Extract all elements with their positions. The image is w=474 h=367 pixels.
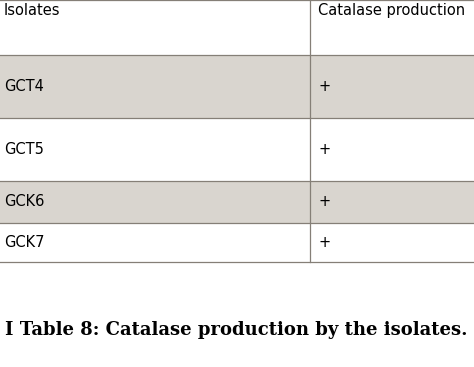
Text: +: + xyxy=(319,235,330,250)
Bar xyxy=(0,118,474,181)
Bar xyxy=(0,223,474,262)
Text: +: + xyxy=(319,79,330,94)
Text: Isolates: Isolates xyxy=(4,3,61,18)
Bar xyxy=(0,181,474,223)
Text: +: + xyxy=(319,142,330,157)
Text: GCK7: GCK7 xyxy=(4,235,45,250)
Text: GCK6: GCK6 xyxy=(4,195,45,210)
Text: GCT4: GCT4 xyxy=(4,79,44,94)
Bar xyxy=(0,55,474,118)
Text: I Table 8: Catalase production by the isolates.: I Table 8: Catalase production by the is… xyxy=(5,321,467,339)
Text: Catalase production: Catalase production xyxy=(319,3,465,18)
Text: +: + xyxy=(319,195,330,210)
Text: GCT5: GCT5 xyxy=(4,142,44,157)
